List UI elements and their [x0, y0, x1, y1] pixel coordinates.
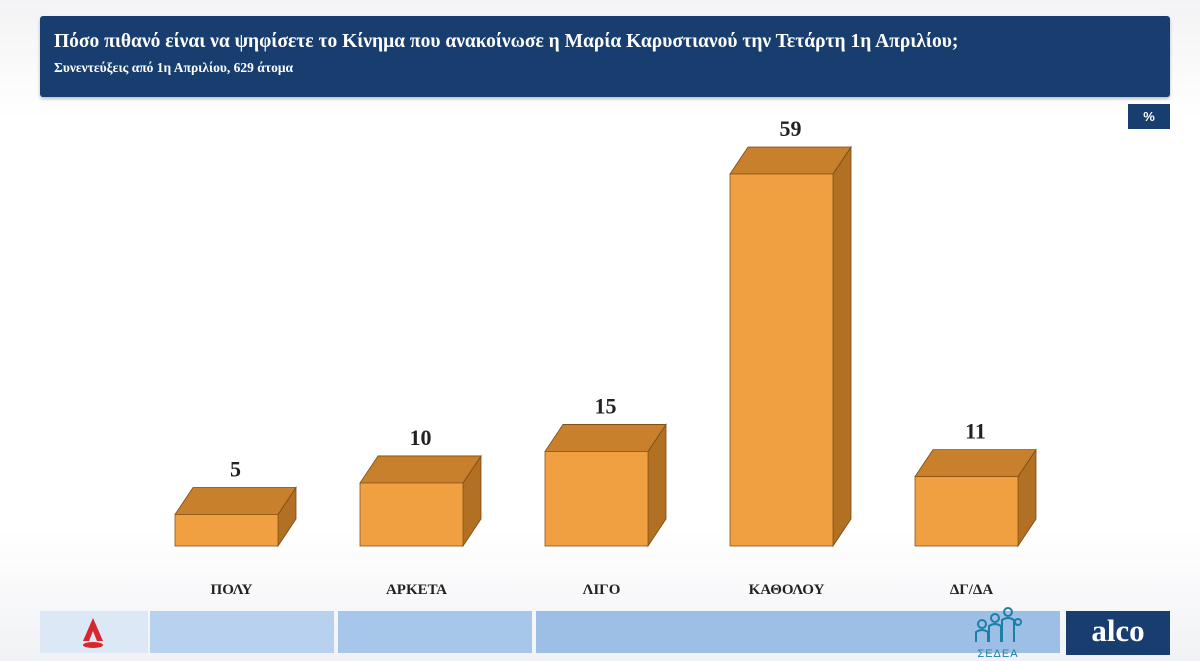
bar [544, 451, 649, 547]
bar [914, 476, 1019, 547]
category-tick-label: ΑΡΚΕΤΑ [386, 582, 447, 598]
chart-title: Πόσο πιθανό είναι να ψηφίσετε το Κίνημα … [54, 31, 959, 52]
bar-group: 5 ΠΟΛΥ [174, 456, 297, 598]
category-tick-label: ΚΑΘΟΛΟΥ [749, 582, 825, 598]
chart-subtitle: Συνεντεύξεις από 1η Απριλίου, 629 άτομα [54, 60, 294, 75]
bar-group: 15 ΛΙΓΟ [544, 393, 667, 598]
bar [729, 173, 834, 547]
alco-logo-text: alco [1091, 613, 1145, 648]
bar-side [832, 145, 852, 548]
sedea-logo: ΣΕΔΕΑ [968, 604, 1028, 661]
bar-group: 59 ΚΑΘΟΛΟΥ [729, 116, 852, 598]
bar-value-label: 15 [595, 393, 617, 418]
chart-header: Πόσο πιθανό είναι να ψηφίσετε το Κίνημα … [40, 16, 1170, 97]
footer-strip-4 [536, 611, 1060, 653]
alpha-logo-icon [83, 618, 103, 648]
bar-group: 11 ΔΓ/ΔΑ [914, 419, 1037, 598]
footer-strip-3 [338, 611, 532, 653]
bar-top [544, 424, 667, 452]
bar [174, 514, 279, 547]
category-tick-label: ΛΙΓΟ [583, 582, 621, 598]
category-tick-label: ΠΟΛΥ [211, 582, 253, 598]
alco-logo: alco [1066, 611, 1170, 655]
footer-strip-2 [150, 611, 334, 653]
sedea-people-icon [975, 607, 1022, 642]
bar-top [359, 455, 482, 484]
unit-badge: % [1128, 104, 1170, 129]
bar-value-label: 11 [965, 419, 986, 444]
bar-top [729, 146, 852, 175]
sedea-logo-text: ΣΕΔΕΑ [977, 648, 1019, 660]
bar-value-label: 59 [780, 116, 802, 141]
bar [359, 482, 464, 547]
bar-value-label: 10 [410, 425, 432, 450]
bar-group: 10 ΑΡΚΕΤΑ [359, 425, 482, 598]
bar-top [914, 449, 1037, 478]
category-tick-label: ΔΓ/ΔΑ [950, 582, 994, 598]
bar-top [174, 487, 297, 515]
bar-value-label: 5 [230, 456, 241, 481]
